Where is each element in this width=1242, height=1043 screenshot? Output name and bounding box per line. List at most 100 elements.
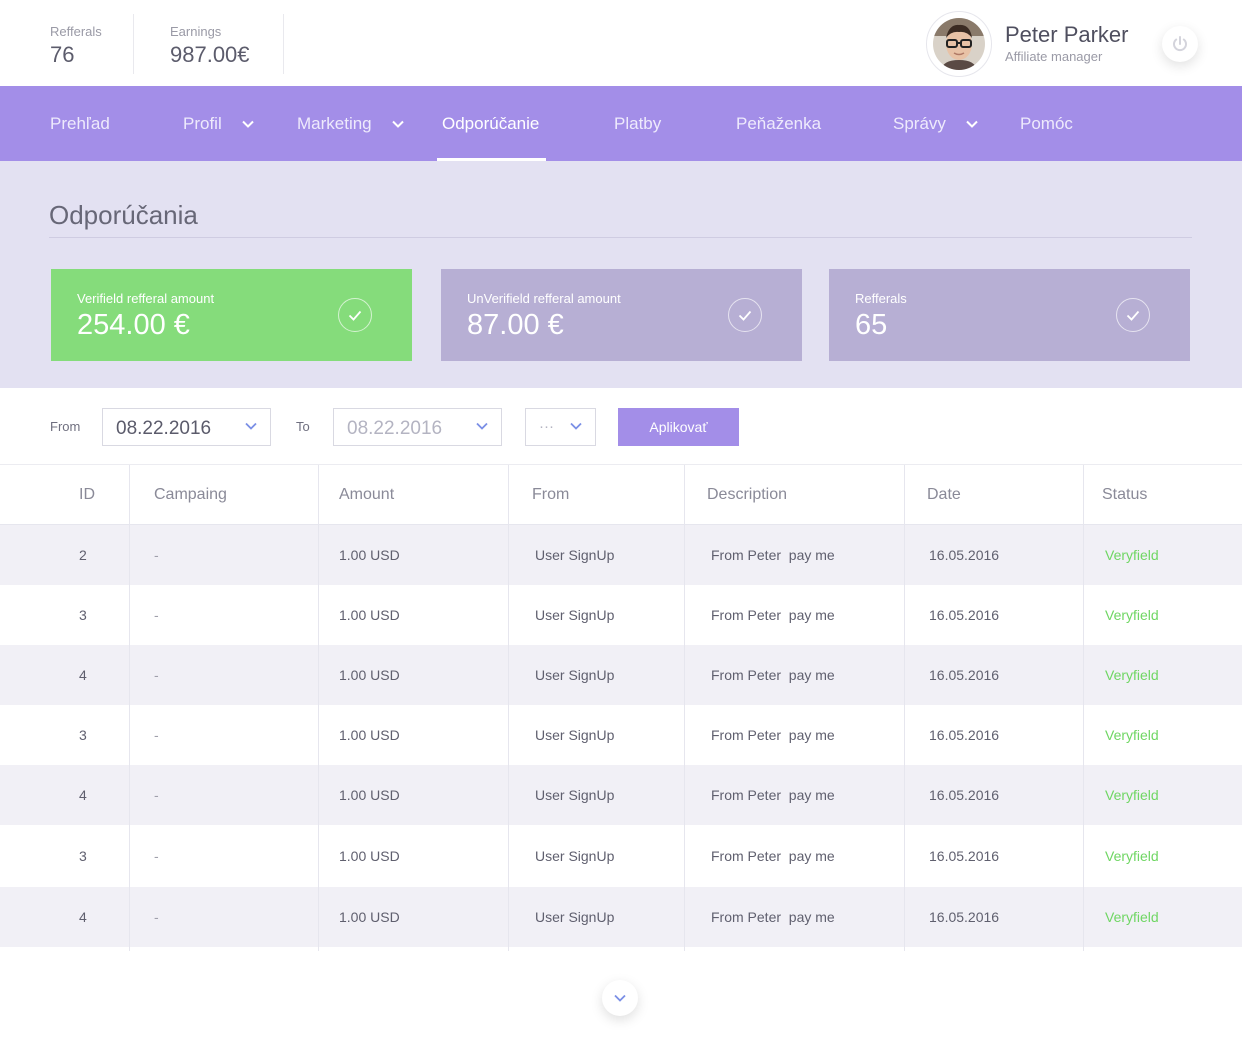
table-row[interactable]: 3 - 1.00 USD User SignUp From Peter pay … — [0, 705, 1242, 765]
apply-button[interactable]: Aplikovať — [618, 408, 739, 446]
chevron-down-icon — [570, 422, 582, 430]
card-label: Verifield refferal amount — [77, 291, 215, 306]
verified-amount-card: Verifield refferal amount 254.00 € — [51, 269, 412, 361]
referrals-stat: Refferals 76 — [50, 0, 134, 74]
nav-item-platby[interactable]: Platby — [614, 86, 661, 161]
cell-description: From Peter pay me — [711, 547, 835, 563]
avatar[interactable] — [926, 11, 992, 77]
nav-item-marketing[interactable]: Marketing — [297, 86, 404, 161]
card-label: UnVerifield refferal amount — [467, 291, 621, 306]
top-bar: Refferals 76 Earnings 987.00€ Peter Park… — [0, 0, 1242, 86]
cell-amount: 1.00 USD — [339, 787, 400, 803]
from-date-select[interactable]: 08.22.2016 — [102, 408, 271, 446]
check-icon — [728, 298, 762, 332]
cell-date: 16.05.2016 — [929, 667, 1000, 683]
power-button[interactable] — [1162, 26, 1198, 62]
card-label: Refferals — [855, 291, 907, 306]
cell-date: 16.05.2016 — [929, 607, 1000, 623]
cell-amount: 1.00 USD — [339, 667, 400, 683]
cell-date: 16.05.2016 — [929, 787, 1000, 803]
chevron-down-icon — [391, 120, 404, 128]
active-tab-indicator — [437, 158, 546, 161]
nav-item-pomoc[interactable]: Pomóc — [1020, 86, 1073, 161]
cell-description: From Peter pay me — [711, 909, 835, 925]
filter-bar: From 08.22.2016 To 08.22.2016 ··· Apliko… — [0, 388, 1242, 465]
referrals-label: Refferals — [50, 24, 102, 39]
page-title: Odporúčania — [49, 200, 198, 230]
column-divider — [318, 465, 319, 951]
card-value: 87.00 € — [467, 309, 564, 341]
table-header: ID Campaing Amount From Description Date… — [0, 465, 1242, 525]
unverified-amount-card: UnVerifield refferal amount 87.00 € — [441, 269, 802, 361]
cell-from: User SignUp — [535, 607, 615, 623]
load-more-button[interactable] — [602, 980, 638, 1016]
table-row[interactable]: 3 - 1.00 USD User SignUp From Peter pay … — [0, 825, 1242, 887]
nav-item-odporucanie[interactable]: Odporúčanie — [442, 86, 539, 161]
nav-item-label: Pomóc — [1020, 113, 1073, 133]
table-row[interactable]: 4 - 1.00 USD User SignUp From Peter pay … — [0, 887, 1242, 947]
earnings-label: Earnings — [170, 24, 222, 39]
main-nav: Prehľad Profil Marketing Odporúčanie Pla… — [0, 86, 1242, 161]
column-header-status[interactable]: Status — [1102, 485, 1148, 503]
card-value: 65 — [855, 309, 888, 341]
column-header-campaign[interactable]: Campaing — [154, 485, 227, 503]
cell-status: Veryfield — [1105, 848, 1159, 864]
nav-item-profil[interactable]: Profil — [183, 86, 254, 161]
table-row[interactable]: 3 - 1.00 USD User SignUp From Peter pay … — [0, 585, 1242, 645]
cell-description: From Peter pay me — [711, 667, 835, 683]
extra-filter-select[interactable]: ··· — [525, 408, 596, 446]
chevron-down-icon — [245, 422, 257, 430]
cell-id: 4 — [79, 787, 87, 803]
nav-item-spravy[interactable]: Správy — [893, 86, 978, 161]
cell-from: User SignUp — [535, 848, 615, 864]
cell-description: From Peter pay me — [711, 787, 835, 803]
earnings-value: 987.00€ — [170, 42, 250, 67]
column-header-description[interactable]: Description — [707, 485, 788, 503]
cell-campaign: - — [154, 787, 159, 803]
nav-item-prehlad[interactable]: Prehľad — [50, 86, 110, 161]
user-name: Peter Parker — [1005, 22, 1129, 47]
cell-date: 16.05.2016 — [929, 848, 1000, 864]
column-header-date[interactable]: Date — [927, 485, 961, 503]
cell-id: 4 — [79, 667, 87, 683]
cell-id: 2 — [79, 547, 87, 563]
to-label: To — [296, 419, 310, 434]
table-row[interactable]: 2 - 1.00 USD User SignUp From Peter pay … — [0, 525, 1242, 585]
table-row[interactable]: 4 - 1.00 USD User SignUp From Peter pay … — [0, 645, 1242, 705]
to-date-select[interactable]: 08.22.2016 — [333, 408, 502, 446]
cell-amount: 1.00 USD — [339, 547, 400, 563]
nav-item-label: Prehľad — [50, 113, 110, 133]
to-date-value: 08.22.2016 — [347, 418, 443, 439]
cell-campaign: - — [154, 667, 159, 683]
column-header-id[interactable]: ID — [79, 485, 95, 503]
table-row[interactable]: 4 - 1.00 USD User SignUp From Peter pay … — [0, 765, 1242, 825]
cell-from: User SignUp — [535, 909, 615, 925]
cell-campaign: - — [154, 547, 159, 563]
summary-section: Odporúčania Verifield refferal amount 25… — [0, 161, 1242, 388]
cell-campaign: - — [154, 727, 159, 743]
column-divider — [1083, 465, 1084, 951]
cell-from: User SignUp — [535, 547, 615, 563]
title-divider — [49, 237, 1192, 238]
avatar-image — [933, 18, 985, 70]
cell-id: 3 — [79, 848, 87, 864]
column-header-amount[interactable]: Amount — [339, 485, 395, 503]
cell-amount: 1.00 USD — [339, 727, 400, 743]
nav-item-label: Správy — [893, 113, 946, 133]
cell-from: User SignUp — [535, 667, 615, 683]
cell-description: From Peter pay me — [711, 848, 835, 864]
column-header-from[interactable]: From — [532, 485, 570, 503]
nav-item-label: Marketing — [297, 113, 372, 133]
cell-date: 16.05.2016 — [929, 547, 1000, 563]
cell-id: 3 — [79, 727, 87, 743]
chevron-down-icon — [614, 994, 626, 1002]
cell-campaign: - — [154, 848, 159, 864]
cell-from: User SignUp — [535, 727, 615, 743]
nav-item-penazenka[interactable]: Peňaženka — [736, 86, 821, 161]
cell-id: 3 — [79, 607, 87, 623]
earnings-stat: Earnings 987.00€ — [170, 0, 284, 74]
cell-amount: 1.00 USD — [339, 909, 400, 925]
column-divider — [508, 465, 509, 951]
column-divider — [904, 465, 905, 951]
cell-campaign: - — [154, 909, 159, 925]
